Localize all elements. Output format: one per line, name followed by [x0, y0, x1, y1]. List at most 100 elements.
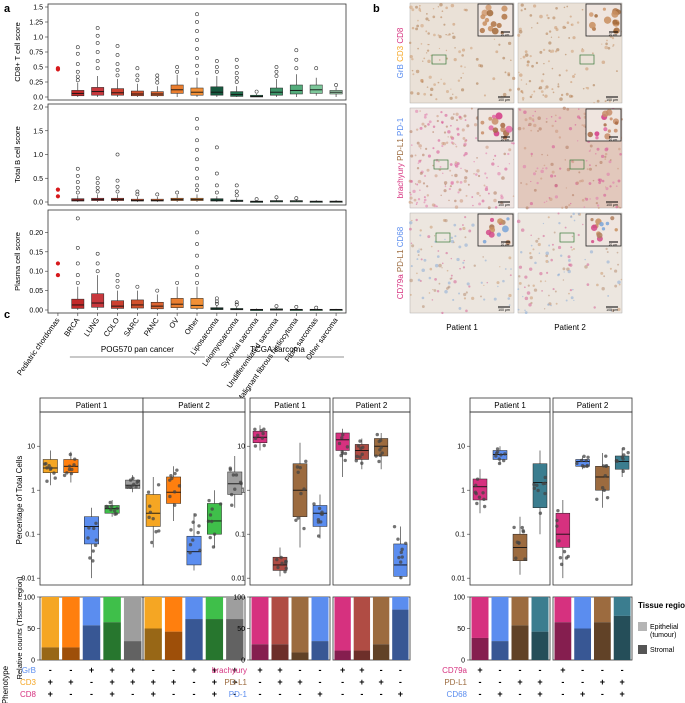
- y-tick-label: 1: [31, 488, 35, 495]
- data-point: [86, 536, 90, 540]
- stained-cell: [571, 249, 573, 251]
- stained-cell: [492, 158, 495, 161]
- phenotype-sign: -: [279, 689, 282, 699]
- stained-cell: [546, 271, 549, 274]
- stack-epithelial: [82, 597, 101, 626]
- data-point: [557, 539, 561, 543]
- stained-cell: [465, 194, 468, 197]
- stained-cell: [580, 48, 585, 53]
- y-tick-label: 1.0: [33, 35, 43, 42]
- stained-cell: [449, 185, 452, 188]
- stained-cell: [582, 87, 585, 90]
- y-tick-label: 0.75: [29, 50, 43, 57]
- stained-cell: [438, 47, 441, 50]
- stained-cell: [423, 196, 426, 199]
- outlier-point: [95, 33, 100, 38]
- stained-cell: [533, 123, 537, 128]
- stained-cell: [557, 212, 560, 215]
- data-point: [150, 540, 154, 545]
- data-point: [108, 500, 112, 505]
- outlier-point: [115, 184, 120, 189]
- stained-cell: [418, 4, 421, 7]
- stained-cell: [520, 251, 523, 254]
- y-tick-label: 2.0: [33, 105, 43, 112]
- outlier-point: [195, 273, 199, 277]
- box: [210, 86, 224, 96]
- micrograph-tile: 20 μm 100 μm: [408, 107, 515, 210]
- data-point: [359, 446, 363, 451]
- inset-cell: [603, 127, 608, 132]
- stained-cell: [443, 189, 447, 193]
- stained-cell: [553, 231, 556, 234]
- stained-cell: [521, 96, 525, 100]
- stained-cell: [567, 269, 571, 274]
- y-axis-label: Total B cell score: [13, 126, 22, 183]
- stained-cell: [428, 120, 432, 124]
- stained-cell: [419, 110, 421, 112]
- y-tick-label: 0.05: [29, 288, 43, 295]
- stained-cell: [464, 139, 467, 143]
- stained-cell: [606, 172, 610, 176]
- panel-frame: [249, 411, 331, 586]
- stained-cell: [564, 205, 568, 209]
- stack-stromal: [251, 644, 269, 660]
- y-tick-label: 10: [457, 444, 465, 451]
- stained-cell: [440, 120, 444, 124]
- stained-cell: [452, 32, 454, 35]
- stained-cell: [518, 27, 522, 31]
- data-point: [172, 490, 177, 494]
- stained-cell: [599, 160, 603, 165]
- stained-cell: [465, 291, 468, 294]
- stack-epithelial: [511, 597, 529, 626]
- stained-cell: [484, 187, 489, 191]
- stained-cell: [425, 204, 429, 208]
- stained-cell: [461, 224, 464, 227]
- data-point: [256, 433, 260, 438]
- stained-cell: [410, 242, 413, 245]
- stained-cell: [557, 83, 560, 85]
- stained-cell: [537, 116, 541, 120]
- stained-cell: [542, 94, 545, 96]
- stained-cell: [511, 76, 516, 80]
- stained-cell: [537, 242, 541, 247]
- stained-cell: [409, 278, 413, 283]
- stained-cell: [456, 180, 459, 184]
- inset-cell: [486, 9, 494, 17]
- outlier-point: [274, 74, 279, 78]
- stained-cell: [468, 285, 471, 288]
- data-point: [47, 463, 51, 468]
- phenotype-marker-label: CD8: [20, 690, 37, 699]
- stained-cell: [541, 153, 543, 156]
- inset-cell: [594, 14, 598, 18]
- stained-cell: [484, 259, 487, 262]
- data-point: [55, 261, 61, 266]
- stained-cell: [601, 179, 605, 183]
- data-point: [228, 466, 232, 470]
- data-point: [115, 506, 119, 510]
- stained-cell: [450, 116, 455, 120]
- stained-cell: [565, 299, 568, 302]
- data-point: [260, 436, 265, 440]
- stain-marker: CD3: [396, 45, 405, 64]
- stained-cell: [497, 285, 499, 288]
- data-point: [94, 521, 98, 526]
- data-point: [400, 555, 404, 559]
- stained-cell: [520, 58, 522, 60]
- stained-cell: [476, 156, 478, 159]
- phenotype-sign: -: [259, 689, 262, 699]
- stained-cell: [439, 3, 443, 7]
- stained-cell: [510, 268, 512, 270]
- y-axis-label: Plasma cell score: [13, 232, 22, 291]
- stained-cell: [483, 94, 487, 97]
- data-point: [284, 559, 288, 564]
- stained-cell: [605, 187, 609, 191]
- stained-cell: [437, 81, 440, 84]
- stained-cell: [545, 32, 549, 36]
- inset-scale-label: 20 μm: [609, 138, 618, 142]
- phenotype-sign: -: [561, 677, 564, 687]
- data-point: [343, 451, 348, 456]
- stained-cell: [508, 148, 512, 152]
- stained-cell: [416, 201, 419, 204]
- stained-cell: [539, 272, 543, 276]
- stained-cell: [522, 99, 524, 101]
